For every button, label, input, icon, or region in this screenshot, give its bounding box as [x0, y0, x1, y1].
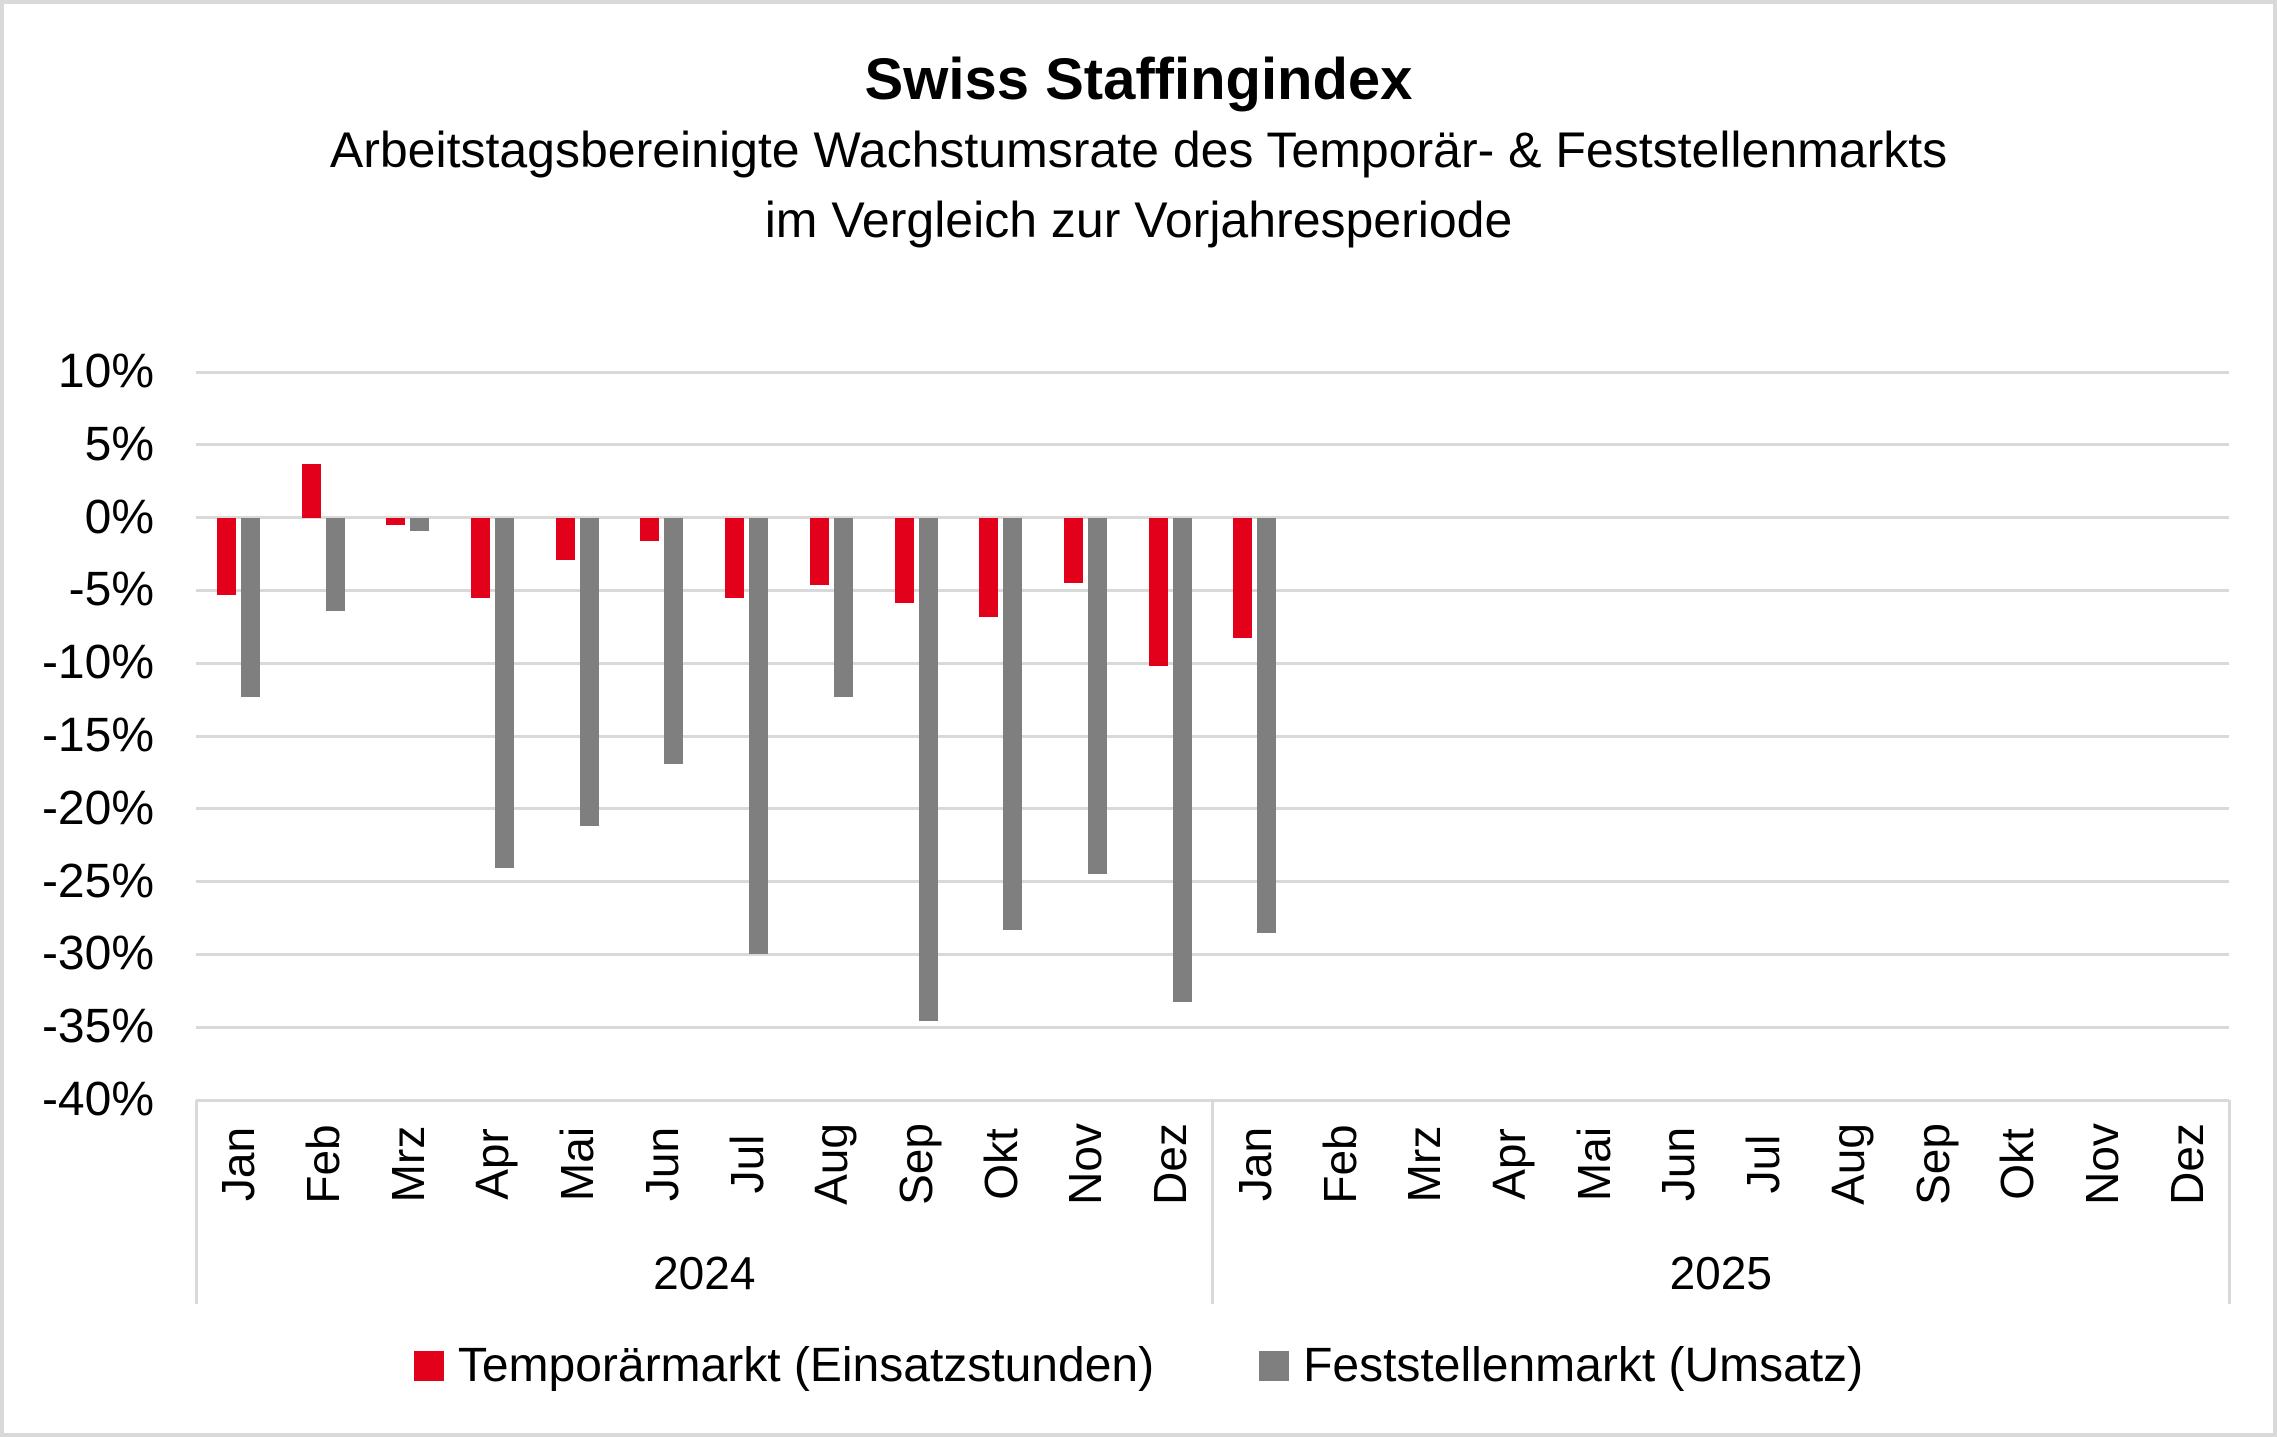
month-label: Aug — [1821, 1123, 1874, 1205]
chart-subtitle-line1: Arbeitstagsbereinigte Wachstumsrate des … — [329, 122, 1948, 178]
bar-temporaermarkt — [725, 517, 745, 598]
legend-label-feststellenmarkt: Feststellenmarkt (Umsatz) — [1303, 1339, 1864, 1392]
bar-feststellenmarkt — [1172, 517, 1192, 1003]
bar-temporaermarkt — [386, 517, 406, 525]
axis-group-separator — [2227, 1100, 2231, 1304]
bar-feststellenmarkt — [749, 517, 769, 955]
month-label: Aug — [805, 1123, 858, 1205]
y-axis-tick-label: -15% — [41, 709, 154, 762]
month-label: Jan — [212, 1126, 265, 1202]
month-label: Jul — [1737, 1134, 1790, 1194]
month-label: Dez — [1144, 1123, 1197, 1205]
gridline — [196, 661, 2229, 665]
bar-feststellenmarkt — [664, 517, 684, 764]
y-axis-tick-label: -25% — [41, 854, 154, 908]
gridline — [196, 734, 2229, 738]
y-axis-tick-label: -40% — [41, 1073, 154, 1126]
bar-temporaermarkt — [894, 517, 914, 604]
month-label: Apr — [1482, 1128, 1535, 1200]
gridline — [196, 880, 2229, 884]
chart-subtitle-line2: im Vergleich zur Vorjahresperiode — [764, 192, 1513, 248]
chart-title: Swiss Staffingindex — [864, 47, 1413, 112]
axis-group-separator — [194, 1100, 198, 1304]
y-axis-tick-label: -30% — [41, 927, 154, 981]
month-label: Jun — [635, 1126, 688, 1202]
bar-temporaermarkt — [1148, 517, 1168, 667]
month-label: Feb — [297, 1124, 350, 1204]
bar-feststellenmarkt — [1087, 517, 1107, 875]
y-axis-tick-label: 0% — [84, 490, 154, 544]
gridline — [196, 807, 2229, 811]
bar-temporaermarkt — [640, 517, 660, 541]
bar-temporaermarkt — [979, 517, 999, 617]
bar-feststellenmarkt — [494, 517, 514, 869]
month-label: Jun — [1652, 1126, 1705, 1202]
month-label: Jul — [720, 1134, 773, 1194]
year-label: 2025 — [1669, 1247, 1772, 1299]
month-label: Sep — [1906, 1123, 1959, 1205]
legend-swatch-temporaermarkt-icon — [413, 1351, 444, 1381]
bar-feststellenmarkt — [240, 517, 260, 697]
legend-item-temporaermarkt: Temporärmarkt (Einsatzstunden) — [413, 1338, 1155, 1394]
bar-feststellenmarkt — [1257, 517, 1277, 933]
legend-item-feststellenmarkt: Feststellenmarkt (Umsatz) — [1259, 1338, 1863, 1394]
month-label: Mrz — [381, 1125, 434, 1203]
bar-feststellenmarkt — [410, 517, 430, 531]
gridline — [196, 1025, 2229, 1029]
month-label: Mai — [551, 1126, 604, 1202]
y-axis-tick-label: -35% — [41, 1000, 154, 1054]
gridline — [196, 588, 2229, 592]
bar-feststellenmarkt — [1003, 517, 1023, 930]
month-label: Dez — [2160, 1123, 2213, 1205]
month-label: Mrz — [1398, 1125, 1451, 1203]
y-axis-tick-label: -5% — [68, 563, 154, 617]
month-label: Jan — [1228, 1126, 1281, 1202]
bar-temporaermarkt — [809, 517, 829, 585]
bar-temporaermarkt — [470, 517, 490, 598]
month-label: Apr — [466, 1128, 519, 1200]
month-label: Okt — [974, 1128, 1027, 1200]
month-label: Feb — [1313, 1124, 1366, 1204]
bar-temporaermarkt — [1233, 517, 1253, 639]
bar-feststellenmarkt — [918, 517, 938, 1022]
bar-temporaermarkt — [1063, 517, 1083, 584]
bar-temporaermarkt — [216, 517, 236, 595]
month-label: Mai — [1567, 1126, 1620, 1202]
y-axis-tick-label: -10% — [41, 636, 154, 690]
axis-group-separator — [1211, 1100, 1214, 1304]
month-label: Okt — [1991, 1128, 2044, 1200]
month-label: Nov — [1059, 1123, 1112, 1205]
year-label: 2024 — [653, 1247, 756, 1299]
bar-feststellenmarkt — [579, 517, 599, 827]
gridline — [196, 952, 2229, 956]
month-label: Nov — [2075, 1123, 2128, 1205]
gridline — [196, 443, 2229, 447]
bar-temporaermarkt — [555, 517, 575, 560]
y-axis-tick-label: -20% — [41, 781, 154, 835]
y-axis-tick-label: 5% — [84, 417, 154, 471]
legend: Temporärmarkt (Einsatzstunden) Feststell… — [4, 1338, 2273, 1394]
y-axis-tick-label: 10% — [57, 345, 154, 398]
bar-feststellenmarkt — [833, 517, 853, 697]
bar-temporaermarkt — [301, 463, 321, 518]
bar-feststellenmarkt — [325, 517, 345, 611]
gridline — [196, 370, 2229, 374]
gridline — [196, 516, 2229, 520]
month-label: Sep — [890, 1123, 943, 1205]
legend-label-temporaermarkt: Temporärmarkt (Einsatzstunden) — [457, 1339, 1155, 1392]
legend-swatch-feststellenmarkt-icon — [1259, 1351, 1290, 1381]
